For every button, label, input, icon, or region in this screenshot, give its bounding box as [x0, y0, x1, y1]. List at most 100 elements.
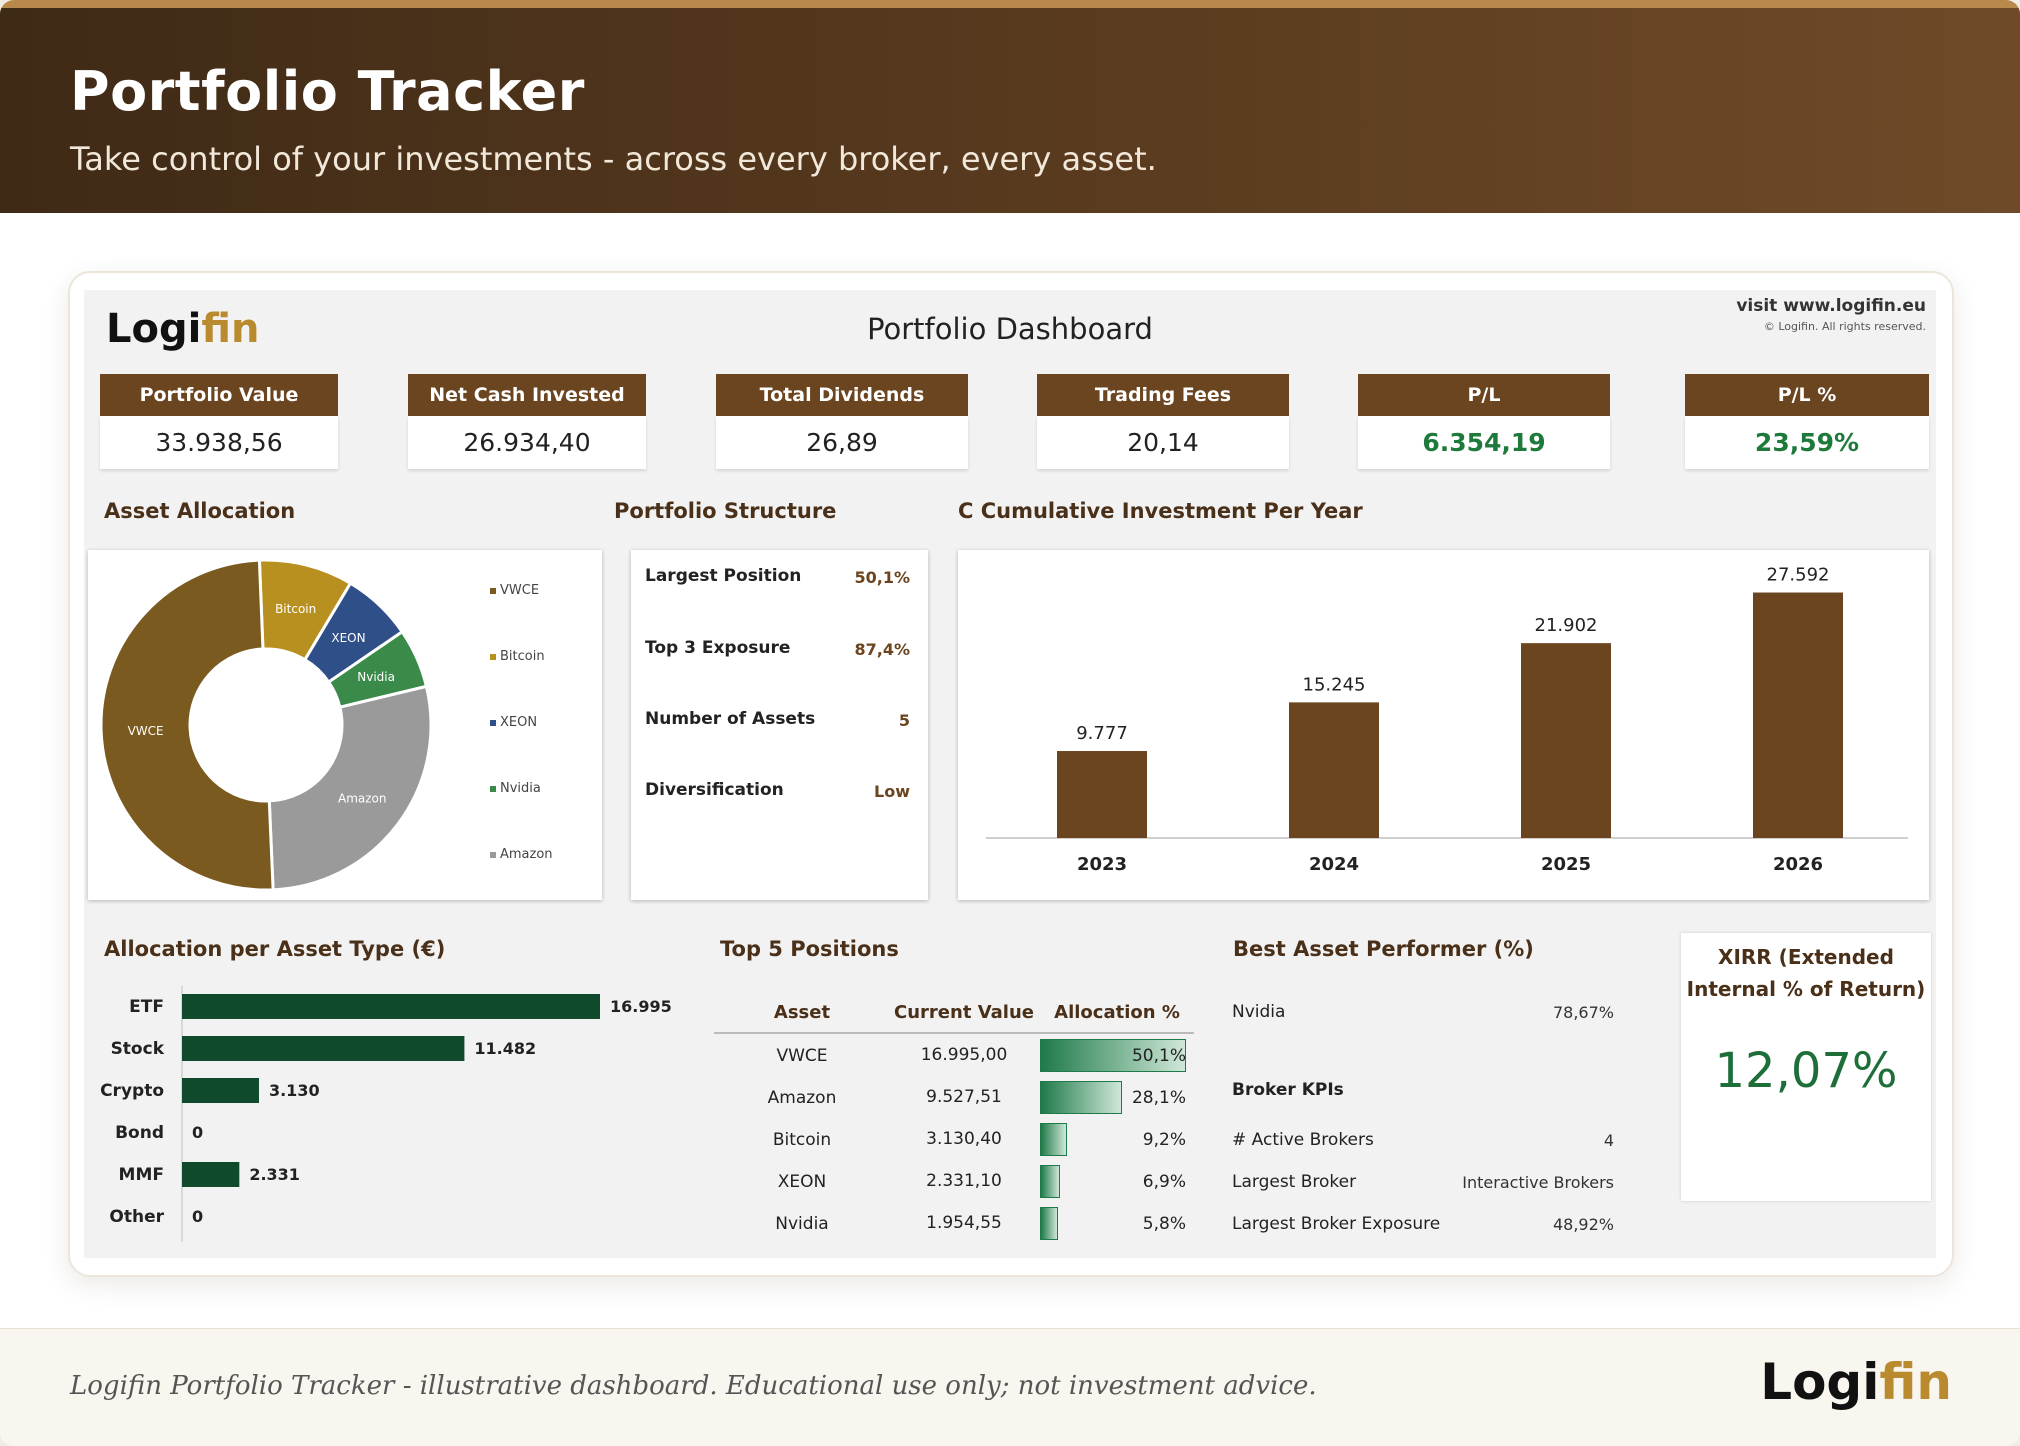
legend-swatch — [490, 852, 496, 858]
asset-allocation-donut-chart: Bitcoin XEON Nvidia Amazon VWCE VWCE Bitcoin XE… — [99, 558, 553, 892]
category-label: MMF — [119, 1165, 164, 1185]
broker-kpi-value: Interactive Brokers — [1462, 1173, 1614, 1192]
top5-value-cell: 16.995,00 — [920, 1045, 1008, 1065]
category-label: Stock — [111, 1039, 165, 1059]
top5-header-divider — [714, 1032, 1194, 1034]
kpi-label: Total Dividends — [716, 374, 968, 416]
top5-allocation-bar — [1040, 1081, 1122, 1114]
footer: Logifin Portfolio Tracker - illustrative… — [0, 1328, 2020, 1446]
legend-swatch — [490, 786, 496, 792]
bar-value-label: 0 — [192, 1207, 203, 1226]
xirr-value: 12,07% — [1714, 1043, 1898, 1099]
legend-swatch — [490, 654, 496, 660]
footer-logo: Logifin — [1760, 1353, 1952, 1411]
pie-slice-label: Amazon — [338, 792, 387, 806]
xirr-box: XIRR (Extended Internal % of Return) 12,… — [1681, 933, 1931, 1201]
top5-allocation-cell: 28,1% — [1131, 1088, 1186, 1108]
top5-value-cell: 1.954,55 — [926, 1213, 1002, 1233]
top5-value-cell: 3.130,40 — [926, 1129, 1002, 1149]
top5-allocation-cell: 50,1% — [1131, 1046, 1186, 1066]
bar-value-label: 27.592 — [1767, 565, 1830, 586]
cumulative-investment-panel: 9.777 2023 15.245 2024 21.902 2025 27.592 2026 — [958, 550, 1929, 900]
kpi-pl-percent: P/L % 23,59% — [1685, 374, 1929, 469]
top5-title: Top 5 Positions — [720, 937, 899, 961]
top5-allocation-cell: 9,2% — [1142, 1130, 1186, 1150]
x-tick-label: 2023 — [1077, 854, 1127, 875]
pie-slice-label: XEON — [331, 631, 365, 645]
x-tick-label: 2024 — [1309, 854, 1359, 875]
top5-header-allocation: Allocation % — [1054, 1002, 1180, 1023]
pie-slice-label: Nvidia — [357, 670, 395, 684]
broker-kpis-title: Broker KPIs — [1232, 1080, 1344, 1100]
top5-allocation-bar — [1040, 1123, 1067, 1156]
top5-asset-cell: Amazon — [767, 1088, 837, 1108]
page-subtitle: Take control of your investments - acros… — [70, 140, 1157, 178]
logifin-logo: Logifin — [106, 306, 260, 352]
legend-entry-xeon: XEON — [500, 715, 537, 730]
x-tick-label: 2025 — [1541, 854, 1591, 875]
portfolio-structure-title: Portfolio Structure — [614, 499, 837, 523]
legend-entry-amazon: Amazon — [500, 847, 553, 862]
legend-entry-nvidia: Nvidia — [500, 781, 541, 796]
bar-value-label: 15.245 — [1303, 674, 1366, 695]
best-asset-name: Nvidia — [1232, 1002, 1286, 1022]
broker-kpi-label: Largest Broker Exposure — [1232, 1214, 1441, 1234]
kpi-label: P/L % — [1685, 374, 1929, 416]
footer-disclaimer: Logifin Portfolio Tracker - illustrative… — [70, 1371, 1317, 1401]
kpi-value: 6.354,19 — [1358, 416, 1610, 469]
top5-allocation-bar — [1040, 1207, 1058, 1240]
top5-allocation-bar — [1040, 1039, 1186, 1072]
structure-label: Number of Assets — [645, 709, 816, 729]
structure-label: Largest Position — [645, 566, 802, 586]
kpi-trading-fees: Trading Fees 20,14 — [1037, 374, 1289, 469]
legend-entry-bitcoin: Bitcoin — [500, 649, 545, 664]
pie-slice-label: Bitcoin — [275, 602, 316, 616]
top5-allocation-bar — [1040, 1165, 1061, 1198]
xirr-title: XIRR (Extended Internal % of Return) — [1686, 945, 1926, 1001]
broker-kpi-label: Largest Broker — [1232, 1172, 1357, 1192]
allocation-asset-type-title: Allocation per Asset Type (€) — [104, 937, 446, 961]
broker-kpi-value: 48,92% — [1552, 1215, 1614, 1234]
kpi-pl: P/L 6.354,19 — [1358, 374, 1610, 469]
kpi-label: Portfolio Value — [100, 374, 338, 416]
page-title: Portfolio Tracker — [70, 60, 585, 123]
pie-slice-label: VWCE — [128, 724, 164, 738]
structure-value: Low — [874, 782, 910, 801]
top5-asset-cell: Nvidia — [775, 1214, 829, 1234]
portfolio-structure-panel: Largest Position 50,1% Top 3 Exposure 87… — [631, 550, 928, 900]
category-label: Other — [109, 1207, 164, 1227]
best-performer-title: Best Asset Performer (%) — [1233, 937, 1534, 961]
top5-header-asset: Asset — [773, 1002, 831, 1023]
pie-slice-vwce — [99, 558, 275, 892]
category-label: Crypto — [100, 1081, 164, 1101]
visit-block: visit www.logifin.eu © Logifin. All righ… — [1736, 296, 1926, 333]
structure-label: Top 3 Exposure — [645, 638, 791, 658]
top5-asset-cell: XEON — [777, 1172, 827, 1192]
dashboard-title: Portfolio Dashboard — [867, 312, 1153, 346]
top5-allocation-cell: 5,8% — [1142, 1214, 1186, 1234]
bar-mmf — [182, 1162, 240, 1187]
kpi-total-dividends: Total Dividends 26,89 — [716, 374, 968, 469]
pie-slice-amazon — [267, 684, 433, 892]
bar-crypto — [182, 1078, 259, 1103]
broker-kpi-label: # Active Brokers — [1232, 1130, 1374, 1150]
top5-value-cell: 2.331,10 — [926, 1171, 1002, 1191]
best-asset-value: 78,67% — [1552, 1003, 1614, 1022]
visit-link[interactable]: visit www.logifin.eu — [1736, 296, 1926, 316]
bar-value-label: 21.902 — [1535, 615, 1598, 636]
structure-label: Diversification — [645, 780, 784, 800]
kpi-label: P/L — [1358, 374, 1610, 416]
header-banner: Portfolio Tracker Take control of your i… — [0, 0, 2020, 213]
top5-asset-cell: Bitcoin — [772, 1130, 832, 1150]
bar-value-label: 16.995 — [610, 997, 672, 1016]
allocation-asset-type-chart: ETF 16.995 Stock 11.482 Crypto 3.130 Bond 0 MMF 2… — [100, 986, 672, 1242]
structure-value: 87,4% — [854, 640, 910, 659]
asset-allocation-panel: Bitcoin XEON Nvidia Amazon VWCE VWCE Bitcoin XE… — [88, 550, 602, 900]
bar-value-label: 0 — [192, 1123, 203, 1142]
x-tick-label: 2026 — [1773, 854, 1823, 875]
kpi-label: Net Cash Invested — [408, 374, 646, 416]
kpi-value: 26,89 — [716, 416, 968, 469]
top5-allocation-cell: 6,9% — [1142, 1172, 1186, 1192]
kpi-value: 26.934,40 — [408, 416, 646, 469]
